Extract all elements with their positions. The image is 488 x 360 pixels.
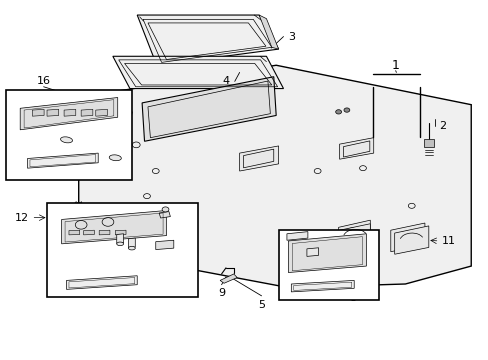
Ellipse shape bbox=[61, 137, 72, 143]
Text: 16: 16 bbox=[37, 76, 50, 86]
Polygon shape bbox=[339, 224, 369, 250]
Polygon shape bbox=[61, 211, 166, 244]
Polygon shape bbox=[338, 220, 369, 247]
Circle shape bbox=[343, 108, 349, 112]
Text: 3: 3 bbox=[288, 32, 295, 41]
Polygon shape bbox=[113, 56, 283, 89]
Polygon shape bbox=[32, 109, 44, 116]
Text: 10: 10 bbox=[349, 232, 363, 242]
Text: 2: 2 bbox=[439, 121, 446, 131]
Ellipse shape bbox=[128, 246, 135, 250]
Polygon shape bbox=[239, 146, 278, 171]
Polygon shape bbox=[79, 65, 470, 288]
Text: 1: 1 bbox=[391, 59, 399, 72]
Polygon shape bbox=[390, 223, 424, 252]
Polygon shape bbox=[66, 276, 137, 289]
Polygon shape bbox=[288, 234, 366, 273]
Bar bbox=[5, 90, 132, 180]
Polygon shape bbox=[259, 15, 278, 49]
Polygon shape bbox=[142, 77, 276, 141]
Polygon shape bbox=[99, 230, 110, 235]
Text: 9: 9 bbox=[218, 288, 224, 298]
Polygon shape bbox=[69, 230, 80, 235]
Polygon shape bbox=[81, 109, 93, 116]
Polygon shape bbox=[220, 274, 237, 283]
Polygon shape bbox=[27, 153, 98, 168]
Polygon shape bbox=[306, 248, 318, 256]
Polygon shape bbox=[339, 138, 373, 159]
Bar bbox=[278, 230, 378, 300]
Text: 14: 14 bbox=[59, 257, 73, 267]
Ellipse shape bbox=[109, 155, 121, 161]
Polygon shape bbox=[115, 230, 126, 235]
Polygon shape bbox=[96, 109, 107, 116]
Text: 15: 15 bbox=[173, 239, 187, 249]
Text: 13: 13 bbox=[73, 277, 87, 287]
Polygon shape bbox=[20, 98, 118, 130]
Circle shape bbox=[162, 207, 168, 212]
Bar bbox=[423, 139, 433, 147]
Polygon shape bbox=[117, 234, 123, 243]
Polygon shape bbox=[286, 231, 307, 240]
Polygon shape bbox=[394, 226, 428, 254]
Text: 18: 18 bbox=[13, 154, 27, 164]
Polygon shape bbox=[291, 280, 353, 292]
Text: 6: 6 bbox=[285, 232, 293, 242]
Polygon shape bbox=[156, 240, 173, 249]
Text: 12: 12 bbox=[15, 213, 29, 222]
Text: 7: 7 bbox=[341, 243, 348, 253]
Text: 4: 4 bbox=[223, 76, 229, 86]
Circle shape bbox=[335, 110, 341, 114]
Polygon shape bbox=[47, 109, 59, 116]
Polygon shape bbox=[137, 15, 278, 65]
Text: 5: 5 bbox=[258, 300, 264, 310]
Text: 11: 11 bbox=[441, 236, 455, 246]
Polygon shape bbox=[64, 109, 76, 116]
Bar bbox=[47, 203, 198, 297]
Polygon shape bbox=[128, 238, 135, 248]
Text: 17: 17 bbox=[15, 143, 29, 153]
Text: 8: 8 bbox=[348, 293, 356, 303]
Polygon shape bbox=[83, 230, 94, 235]
Polygon shape bbox=[159, 212, 170, 218]
Ellipse shape bbox=[117, 242, 123, 246]
